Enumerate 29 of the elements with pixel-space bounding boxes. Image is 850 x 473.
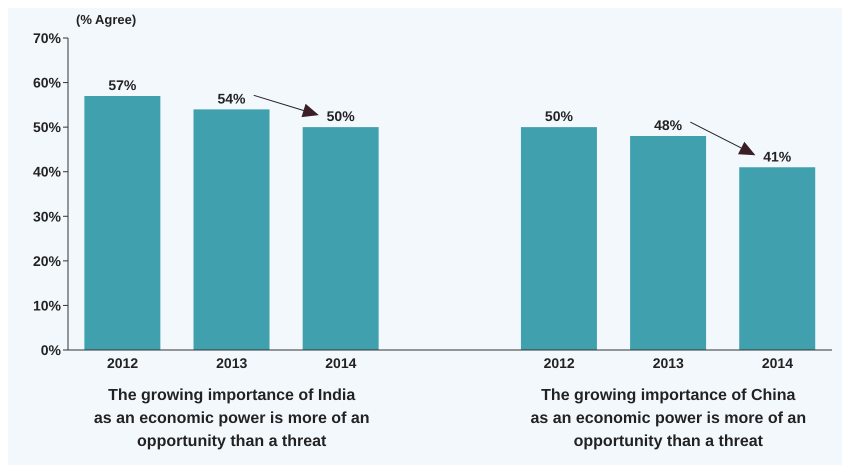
bar bbox=[739, 167, 816, 350]
y-tick-label: 60% bbox=[32, 74, 62, 91]
y-tick-label: 40% bbox=[32, 164, 62, 180]
data-label: 48% bbox=[654, 117, 683, 134]
x-tick-label: 2012 bbox=[106, 354, 138, 371]
x-tick-label: 2012 bbox=[544, 354, 575, 371]
data-label: 57% bbox=[108, 76, 137, 93]
x-tick-label: 2013 bbox=[652, 354, 684, 371]
data-label: 50% bbox=[326, 108, 356, 124]
data-label: 41% bbox=[763, 148, 792, 164]
y-tick-label: 70% bbox=[32, 30, 62, 46]
bar bbox=[520, 127, 597, 350]
y-axis-title: (% Agree) bbox=[76, 12, 136, 27]
data-label: 54% bbox=[218, 90, 246, 106]
text: The growing importance of India as an economic power is more of an opportunity than a threat bbox=[92, 386, 371, 452]
bar bbox=[84, 96, 160, 350]
y-tick-label: 10% bbox=[32, 297, 62, 314]
y-tick-label: 30% bbox=[32, 208, 62, 224]
bar bbox=[194, 109, 270, 350]
text: The growing importance of China as an economic power is more of an opportunity than a threat bbox=[529, 386, 808, 452]
x-tick-label: 2014 bbox=[762, 354, 794, 371]
x-tick-label: 2014 bbox=[325, 354, 357, 371]
bar bbox=[630, 136, 706, 350]
data-label: 50% bbox=[544, 108, 574, 124]
bar bbox=[302, 127, 379, 350]
y-tick-label: 50% bbox=[32, 119, 62, 136]
y-tick-label: 0% bbox=[40, 342, 62, 358]
x-tick-label: 2013 bbox=[216, 354, 248, 371]
y-tick-label: 20% bbox=[32, 252, 62, 269]
